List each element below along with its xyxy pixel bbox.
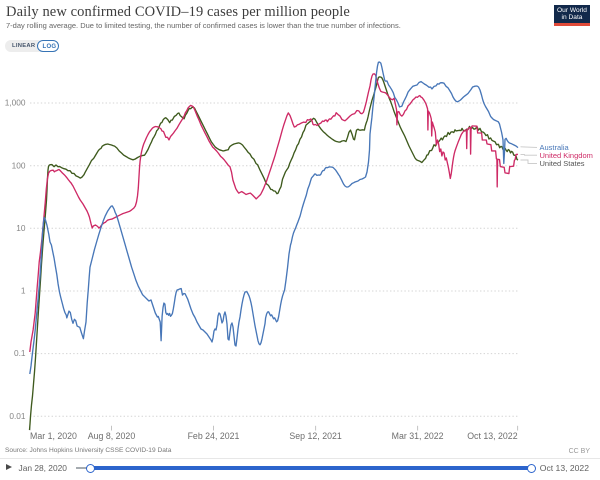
- svg-text:United States: United States: [540, 159, 585, 168]
- svg-text:Feb 24, 2021: Feb 24, 2021: [188, 431, 240, 441]
- svg-text:0.1: 0.1: [14, 348, 26, 358]
- svg-text:Mar 1, 2020: Mar 1, 2020: [30, 431, 77, 441]
- svg-text:10: 10: [16, 223, 26, 233]
- svg-text:United Kingdom: United Kingdom: [540, 151, 593, 160]
- svg-text:Aug 8, 2020: Aug 8, 2020: [88, 431, 136, 441]
- svg-text:Sep 12, 2021: Sep 12, 2021: [289, 431, 341, 441]
- svg-text:1: 1: [21, 286, 26, 296]
- svg-text:Oct 13, 2022: Oct 13, 2022: [467, 431, 517, 441]
- svg-text:Mar 31, 2022: Mar 31, 2022: [392, 431, 444, 441]
- svg-text:1,000: 1,000: [5, 98, 26, 108]
- svg-text:100: 100: [12, 160, 26, 170]
- svg-text:Australia: Australia: [540, 143, 570, 152]
- svg-text:0.01: 0.01: [9, 411, 26, 421]
